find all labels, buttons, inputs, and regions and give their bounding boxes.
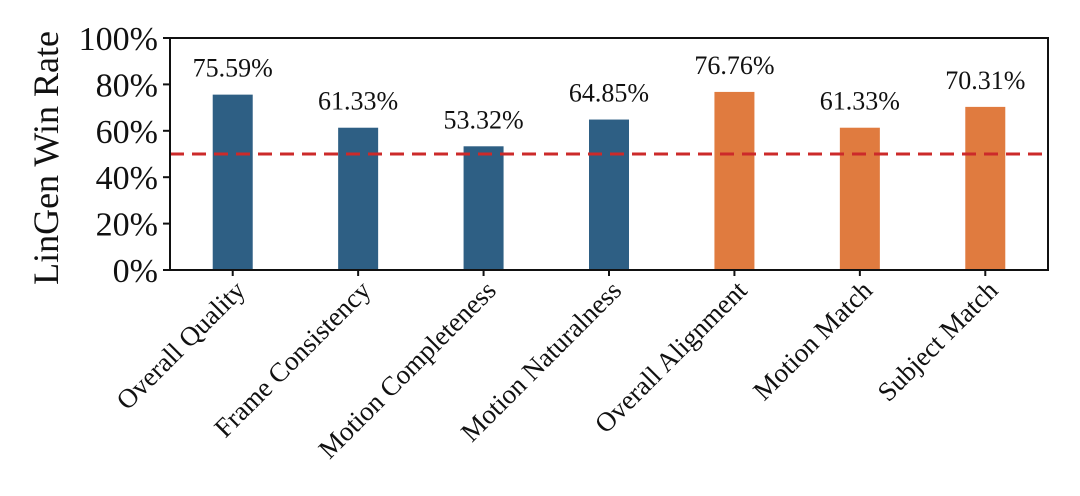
value-label: 61.33% [318, 87, 398, 116]
x-tick-label: Overall Quality [110, 275, 251, 416]
bar [338, 127, 379, 270]
y-tick-label: 80% [96, 67, 158, 104]
value-label: 76.76% [694, 51, 774, 80]
y-tick-label: 20% [96, 207, 158, 244]
bar [965, 106, 1006, 270]
y-axis-ticks: 0% 20% 40% 60% 80% 100% [79, 21, 170, 290]
value-label: 75.59% [193, 54, 273, 83]
y-tick-label: 60% [96, 114, 158, 151]
bar [212, 94, 253, 271]
bar [589, 119, 629, 270]
bar [839, 127, 880, 270]
value-labels: 75.59% 61.33% 53.32% 64.85% 76.76% 61.33% 70.3… [193, 51, 1026, 134]
y-axis-title: LinGen Win Rate [26, 31, 66, 285]
bar [714, 91, 755, 270]
bar [463, 146, 504, 270]
x-tick-label: Subject Match [871, 275, 1003, 407]
y-tick-label: 40% [96, 160, 158, 197]
bars [212, 91, 1006, 271]
value-label: 61.33% [820, 87, 900, 116]
value-label: 53.32% [443, 105, 523, 134]
y-tick-label: 0% [113, 253, 158, 290]
value-label: 64.85% [569, 79, 649, 108]
x-tick-label: Motion Match [747, 275, 878, 406]
y-tick-label: 100% [79, 21, 158, 58]
value-label: 70.31% [945, 66, 1025, 95]
